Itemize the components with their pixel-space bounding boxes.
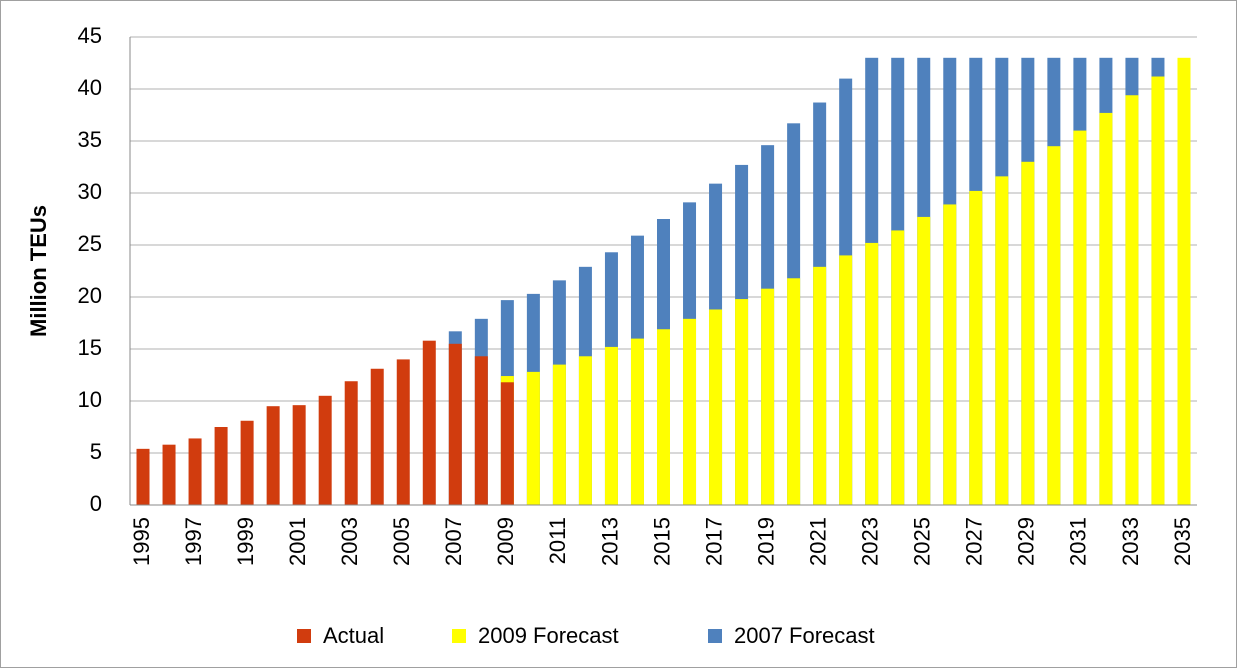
x-tick-label: 2001 <box>285 517 310 566</box>
bar <box>266 406 280 505</box>
bar <box>1099 112 1113 506</box>
bar <box>683 318 697 505</box>
y-tick-label: 15 <box>78 335 102 360</box>
bar <box>188 438 202 505</box>
legend-swatch <box>708 629 722 643</box>
x-tick-label: 2033 <box>1118 517 1143 566</box>
x-tick-label: 2023 <box>858 517 883 566</box>
bar <box>136 448 150 505</box>
bar <box>292 405 306 505</box>
y-tick-label: 5 <box>90 439 102 464</box>
x-tick-label: 2025 <box>910 517 935 566</box>
bar <box>917 216 931 506</box>
bar <box>839 255 853 505</box>
x-tick-label: 2021 <box>805 517 830 566</box>
y-tick-label: 40 <box>78 75 102 100</box>
bar <box>578 356 592 505</box>
y-tick-label: 0 <box>90 491 102 516</box>
bar <box>1073 130 1087 505</box>
legend-swatch <box>452 629 466 643</box>
bar <box>891 230 905 505</box>
bar <box>422 340 436 505</box>
y-tick-label: 45 <box>78 23 102 48</box>
x-tick-label: 1999 <box>233 517 258 566</box>
x-tick-label: 2027 <box>962 517 987 566</box>
x-tick-label: 2003 <box>337 517 362 566</box>
bar <box>240 420 254 505</box>
bar <box>526 371 540 505</box>
bar <box>1047 146 1061 505</box>
bar <box>1125 95 1139 506</box>
bar <box>370 368 384 505</box>
bar <box>995 176 1009 506</box>
bar <box>969 190 983 506</box>
bar <box>943 204 957 505</box>
x-tick-label: 2019 <box>753 517 778 566</box>
bar <box>214 427 228 505</box>
x-tick-label: 1995 <box>129 517 154 566</box>
x-tick-label: 2007 <box>441 517 466 566</box>
y-axis-label: Million TEUs <box>26 205 51 337</box>
bar <box>813 266 827 505</box>
bar <box>630 338 644 505</box>
bar <box>657 329 670 505</box>
bar <box>396 359 410 505</box>
legend-label: Actual <box>323 623 384 648</box>
bar <box>552 364 566 505</box>
y-tick-label: 30 <box>78 179 102 204</box>
bar <box>318 395 332 505</box>
x-tick-label: 1997 <box>181 517 206 566</box>
bar <box>709 309 723 505</box>
y-tick-label: 10 <box>78 387 102 412</box>
bar <box>761 288 775 505</box>
bar <box>1177 57 1191 506</box>
bar <box>865 242 879 506</box>
bar <box>787 278 801 505</box>
y-tick-label: 35 <box>78 127 102 152</box>
bar <box>474 356 488 505</box>
x-tick-label: 2035 <box>1170 517 1195 566</box>
bar <box>162 444 176 505</box>
bar <box>448 343 462 505</box>
legend-label: 2007 Forecast <box>734 623 875 648</box>
bar <box>344 381 358 505</box>
x-tick-label: 2009 <box>493 517 518 566</box>
bar <box>604 346 618 505</box>
x-tick-label: 2005 <box>389 517 414 566</box>
y-tick-label: 25 <box>78 231 102 256</box>
bar <box>735 299 749 505</box>
y-tick-label: 20 <box>78 283 102 308</box>
x-tick-label: 2015 <box>649 517 674 566</box>
bar <box>1151 76 1165 506</box>
legend-label: 2009 Forecast <box>478 623 619 648</box>
x-tick-label: 2013 <box>597 517 622 566</box>
x-tick-label: 2011 <box>545 517 570 564</box>
bar <box>1021 161 1035 506</box>
x-tick-label: 2031 <box>1066 517 1091 566</box>
x-tick-label: 2029 <box>1014 517 1039 566</box>
bar <box>500 382 514 505</box>
legend-swatch <box>297 629 311 643</box>
x-tick-label: 2017 <box>701 517 726 566</box>
